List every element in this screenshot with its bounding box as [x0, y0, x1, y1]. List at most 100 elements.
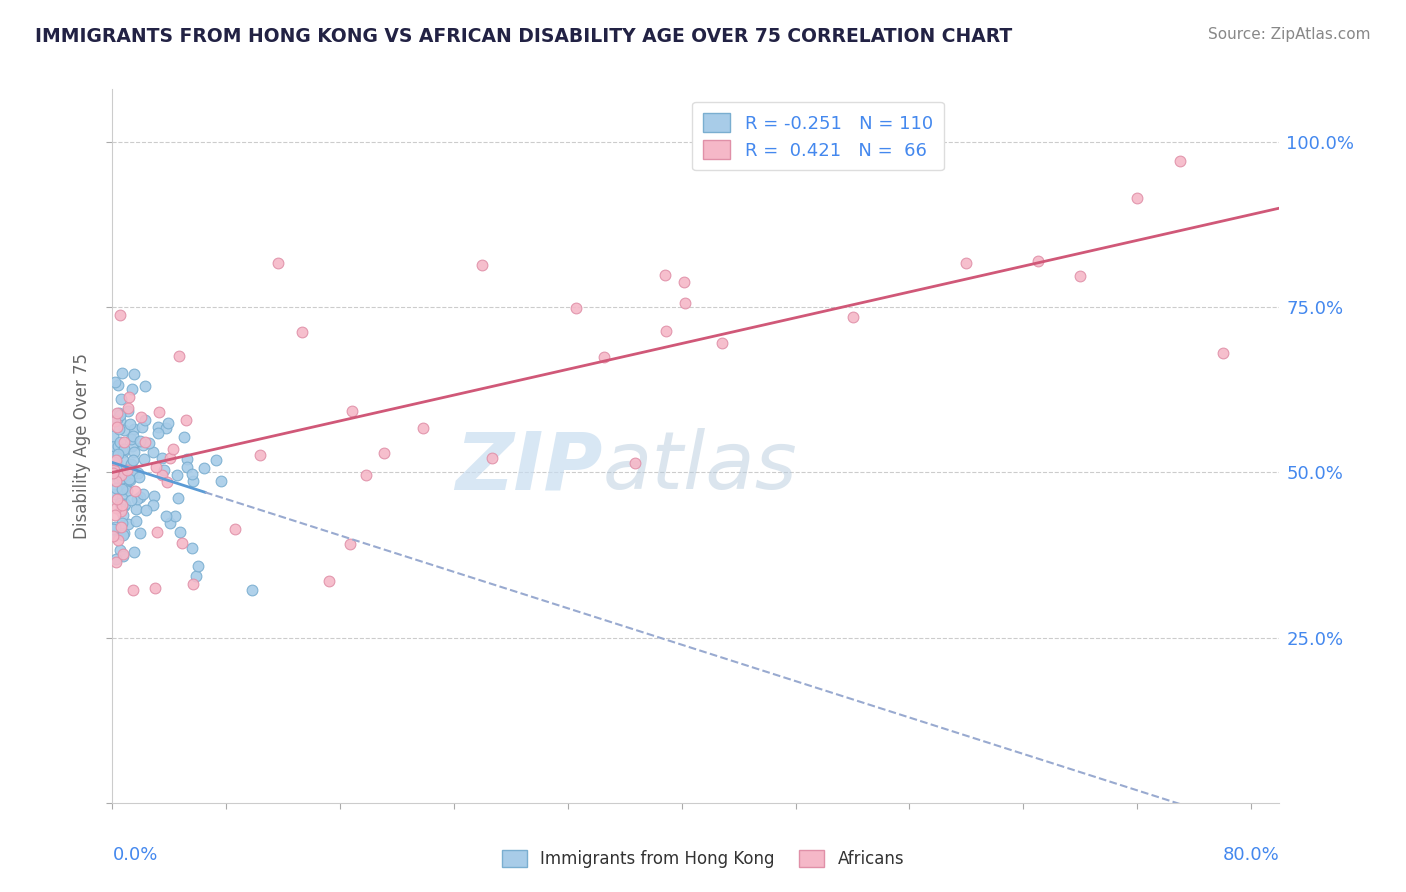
Point — [180, 541, 202, 555]
Point — [107, 422, 129, 436]
Point — [103, 414, 125, 428]
Point — [115, 483, 138, 498]
Point — [111, 549, 134, 563]
Point — [107, 533, 129, 547]
Point — [108, 474, 131, 488]
Point — [114, 477, 136, 491]
Point — [955, 256, 977, 270]
Point — [104, 376, 127, 390]
Point — [110, 435, 132, 450]
Point — [104, 555, 127, 569]
Point — [1212, 346, 1234, 360]
Point — [110, 491, 132, 505]
Text: ZIP: ZIP — [456, 428, 603, 507]
Point — [267, 256, 290, 270]
Point — [145, 459, 167, 474]
Point — [180, 467, 202, 481]
Point — [120, 432, 142, 446]
Point — [412, 420, 434, 434]
Point — [672, 275, 695, 289]
Point — [169, 525, 191, 540]
Point — [111, 498, 134, 512]
Point — [240, 583, 263, 598]
Point — [103, 487, 125, 501]
Point — [104, 453, 127, 467]
Point — [117, 463, 139, 477]
Point — [114, 481, 136, 495]
Point — [481, 450, 503, 465]
Point — [162, 442, 184, 456]
Point — [108, 495, 131, 509]
Point — [122, 545, 145, 559]
Point — [114, 497, 136, 511]
Point — [124, 422, 146, 436]
Point — [105, 501, 128, 516]
Point — [623, 457, 645, 471]
Point — [112, 434, 135, 449]
Point — [174, 412, 197, 426]
Point — [110, 408, 132, 422]
Point — [111, 471, 134, 485]
Point — [318, 574, 340, 588]
Point — [156, 475, 179, 490]
Point — [129, 410, 152, 425]
Point — [129, 434, 152, 449]
Point — [101, 526, 124, 541]
Point — [224, 522, 246, 536]
Text: Source: ZipAtlas.com: Source: ZipAtlas.com — [1208, 27, 1371, 42]
Point — [107, 439, 129, 453]
Point — [125, 501, 148, 516]
Point — [111, 367, 134, 381]
Point — [112, 499, 135, 513]
Point — [193, 461, 215, 475]
Point — [150, 467, 173, 482]
Point — [110, 501, 132, 516]
Point — [373, 445, 395, 459]
Text: atlas: atlas — [603, 428, 797, 507]
Y-axis label: Disability Age Over 75: Disability Age Over 75 — [73, 353, 91, 539]
Point — [107, 448, 129, 462]
Point — [105, 411, 128, 425]
Text: IMMIGRANTS FROM HONG KONG VS AFRICAN DISABILITY AGE OVER 75 CORRELATION CHART: IMMIGRANTS FROM HONG KONG VS AFRICAN DIS… — [35, 27, 1012, 45]
Point — [181, 577, 204, 591]
Point — [184, 569, 207, 583]
Point — [654, 268, 676, 282]
Point — [105, 420, 128, 434]
Legend: Immigrants from Hong Kong, Africans: Immigrants from Hong Kong, Africans — [495, 843, 911, 875]
Text: 0.0%: 0.0% — [112, 846, 157, 863]
Point — [110, 519, 132, 533]
Point — [138, 435, 160, 450]
Point — [132, 438, 155, 452]
Point — [111, 444, 134, 458]
Point — [205, 453, 228, 467]
Point — [143, 581, 166, 595]
Point — [128, 469, 150, 483]
Point — [1126, 191, 1149, 205]
Legend: R = -0.251   N = 110, R =  0.421   N =  66: R = -0.251 N = 110, R = 0.421 N = 66 — [692, 102, 943, 170]
Point — [104, 508, 127, 523]
Point — [159, 451, 181, 466]
Point — [105, 460, 128, 475]
Point — [120, 457, 142, 471]
Point — [121, 382, 143, 396]
Point — [155, 421, 177, 435]
Point — [122, 445, 145, 459]
Point — [103, 439, 125, 453]
Point — [157, 416, 180, 430]
Point — [135, 503, 157, 517]
Point — [117, 404, 139, 418]
Point — [121, 439, 143, 453]
Point — [112, 548, 135, 562]
Point — [711, 335, 734, 350]
Point — [110, 504, 132, 518]
Point — [565, 301, 588, 316]
Point — [112, 442, 135, 456]
Point — [146, 524, 169, 539]
Point — [111, 516, 134, 530]
Point — [108, 542, 131, 557]
Point — [121, 466, 143, 480]
Point — [105, 470, 128, 484]
Point — [110, 520, 132, 534]
Point — [103, 449, 125, 463]
Point — [111, 508, 134, 523]
